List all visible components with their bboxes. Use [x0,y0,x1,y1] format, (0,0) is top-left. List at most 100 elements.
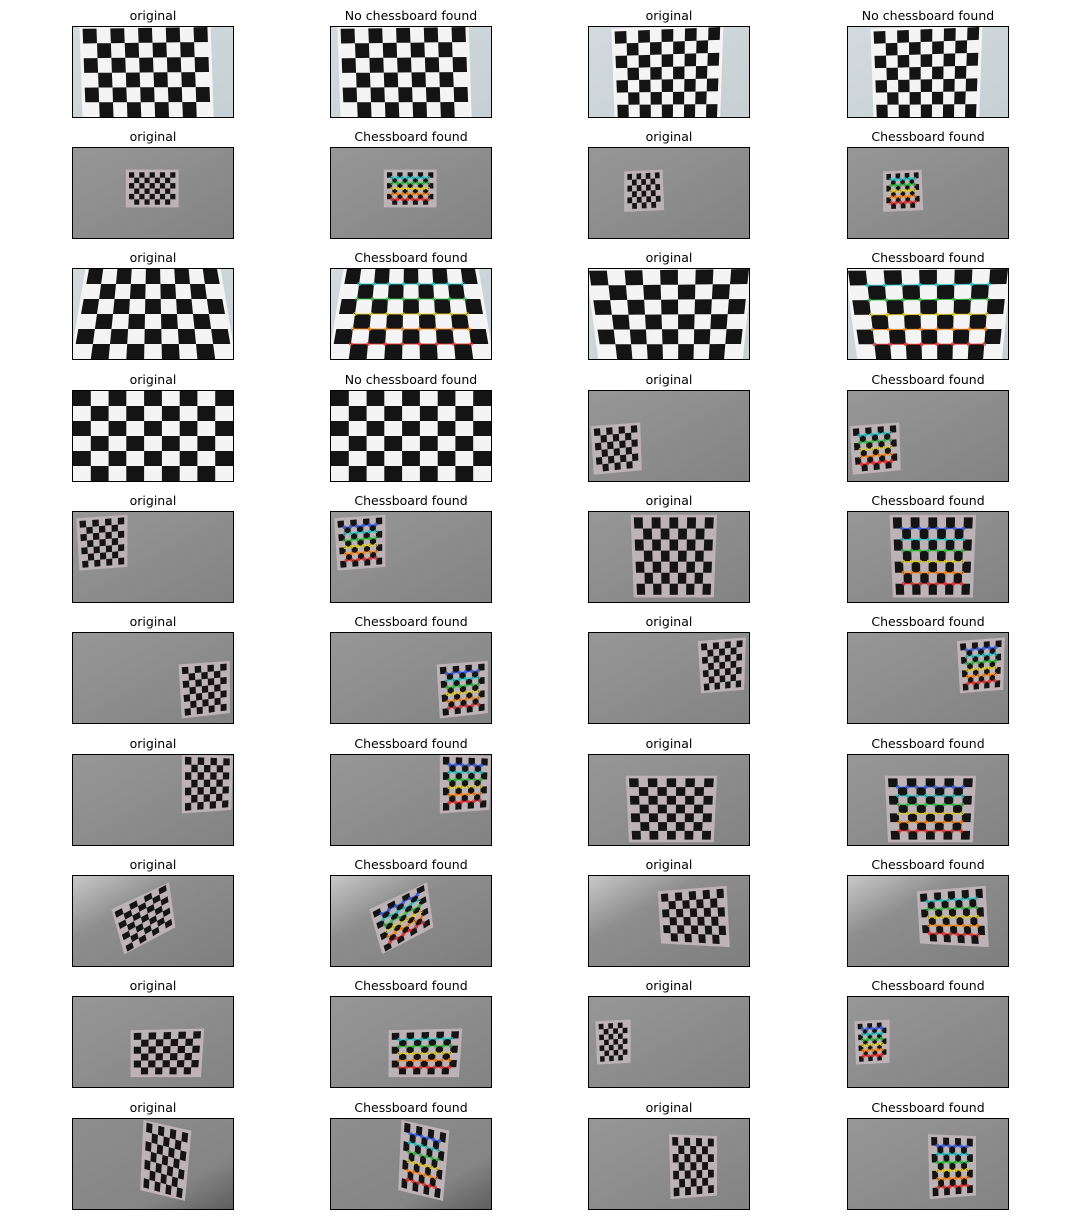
chessboard-square [942,104,955,117]
corner-point [459,792,464,797]
chessboard-square [455,787,462,795]
chessboard-square [618,1054,623,1061]
chessboard-square [946,517,955,529]
chessboard-square [857,1023,863,1030]
corner-point [934,931,939,936]
corner-point [861,1048,866,1053]
chessboard-square [216,793,223,802]
chessboard-square [937,528,946,540]
chessboard-square [944,778,954,788]
chessboard-square [631,439,638,447]
chessboard-square [936,572,946,584]
chessboard-square [129,172,135,178]
chessboard-square [117,517,125,525]
corner-point [970,660,975,665]
chessboard-square [645,314,662,330]
chessboard-square [449,764,456,773]
chessboard-square [428,183,434,189]
corner-point [946,898,951,902]
chessboard-square [736,653,743,661]
detected-corners [925,896,980,937]
corner-point [472,799,476,803]
corner-point [411,175,415,180]
chessboard-square [333,329,353,344]
chessboard-square [161,314,178,329]
corner-point [859,462,864,466]
corner-point [951,794,956,798]
chessboard-square [331,421,349,436]
chessboard-square [339,299,358,314]
chessboard [589,269,749,359]
chessboard-square [675,804,686,814]
chessboard-square [589,270,609,286]
corner-point [453,800,458,805]
corner-point [476,695,481,700]
chessboard-square [423,1184,430,1196]
corner-point [379,911,384,916]
corner-line [968,680,995,684]
panel-title: original [129,129,177,144]
chessboard-square [713,669,720,677]
chessboard-square [678,1162,685,1171]
chessboard-square [879,454,886,463]
chessboard-square [451,1031,459,1039]
chessboard-square [127,921,136,931]
chessboard-square [413,1039,422,1047]
chessboard-square [702,1162,708,1170]
corner-point [411,1065,416,1070]
chessboard-square [105,545,113,553]
chessboard-square [672,1154,679,1163]
chessboard-square [216,779,223,787]
corner-point [397,915,401,920]
corner-point [924,829,928,833]
chessboard-square [173,1158,180,1169]
chessboard-square [875,80,888,93]
corner-point [433,1065,437,1070]
corner-point [466,799,470,804]
chessboard-square [435,329,454,344]
corner-point [884,298,888,302]
corner-point [419,1044,423,1049]
chessboard-square [369,538,377,546]
chessboard-square [455,772,462,780]
chessboard-square [149,193,155,200]
chessboard-square [701,643,708,651]
chessboard-square [144,199,150,205]
chessboard-square [382,42,398,58]
chessboard-square [719,661,725,669]
chessboard-square [213,670,221,679]
corner-point [417,312,421,316]
chessboard-square [668,900,676,910]
chessboard-square [166,57,182,73]
chessboard-square [174,269,190,284]
chessboard-square [406,1046,414,1054]
chessboard-square [701,656,708,664]
corner-point [889,452,893,456]
corner-point [942,811,946,816]
chessboard-square [439,72,454,88]
chessboard-square [657,804,667,814]
corner-point [889,459,894,463]
chessboard-square [878,440,885,449]
chessboard-square [962,539,972,551]
chessboard-square [139,172,145,178]
chessboard-square [165,199,171,205]
corner-point [361,543,366,548]
chessboard-square [711,284,730,300]
corner-point [951,581,956,586]
corner-point [362,557,367,561]
chessboard-square [387,172,393,178]
chessboard-square [145,269,161,284]
chessboard-square [685,1186,691,1196]
chessboard-square [86,526,93,534]
corner-point [470,669,474,674]
chessboard-square [718,925,727,936]
corner-point [952,548,957,553]
chessboard-square [188,673,196,681]
corner-point [411,1170,416,1174]
chessboard-square [191,779,198,788]
chessboard-square [429,1176,436,1188]
corner-point [404,1058,409,1063]
chessboard-square [421,1046,429,1054]
corner-point [356,551,360,555]
